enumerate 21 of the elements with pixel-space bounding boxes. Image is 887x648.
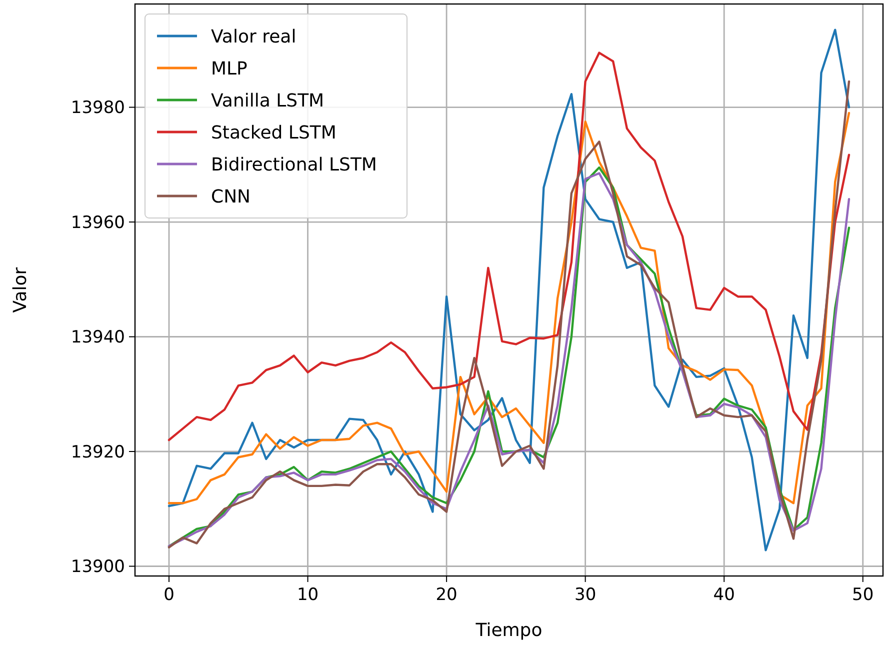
y-tick-label: 13900: [70, 557, 125, 578]
legend-label: Stacked LSTM: [211, 122, 336, 144]
legend-label: Bidirectional LSTM: [211, 154, 377, 176]
x-tick-label: 10: [296, 585, 319, 605]
x-tick-label: 0: [164, 585, 174, 605]
legend-label: MLP: [211, 58, 248, 80]
legend-label: Vanilla LSTM: [211, 90, 324, 112]
x-tick-label: 40: [713, 585, 735, 605]
y-tick-label: 13980: [70, 98, 125, 118]
y-tick-label: 13960: [70, 212, 125, 233]
y-axis-title: Valor: [10, 266, 31, 313]
x-tick-label: 50: [852, 585, 874, 605]
x-tick-label: 20: [436, 585, 458, 605]
y-tick-label: 13940: [70, 328, 125, 348]
line-series: [168, 52, 850, 442]
x-axis-title: Tiempo: [474, 620, 542, 641]
y-tick-label: 13920: [70, 442, 125, 462]
x-tick-label: 30: [574, 585, 596, 605]
legend-label: CNN: [211, 186, 250, 208]
legend-label: Valor real: [211, 26, 296, 48]
line-series: [168, 112, 850, 504]
